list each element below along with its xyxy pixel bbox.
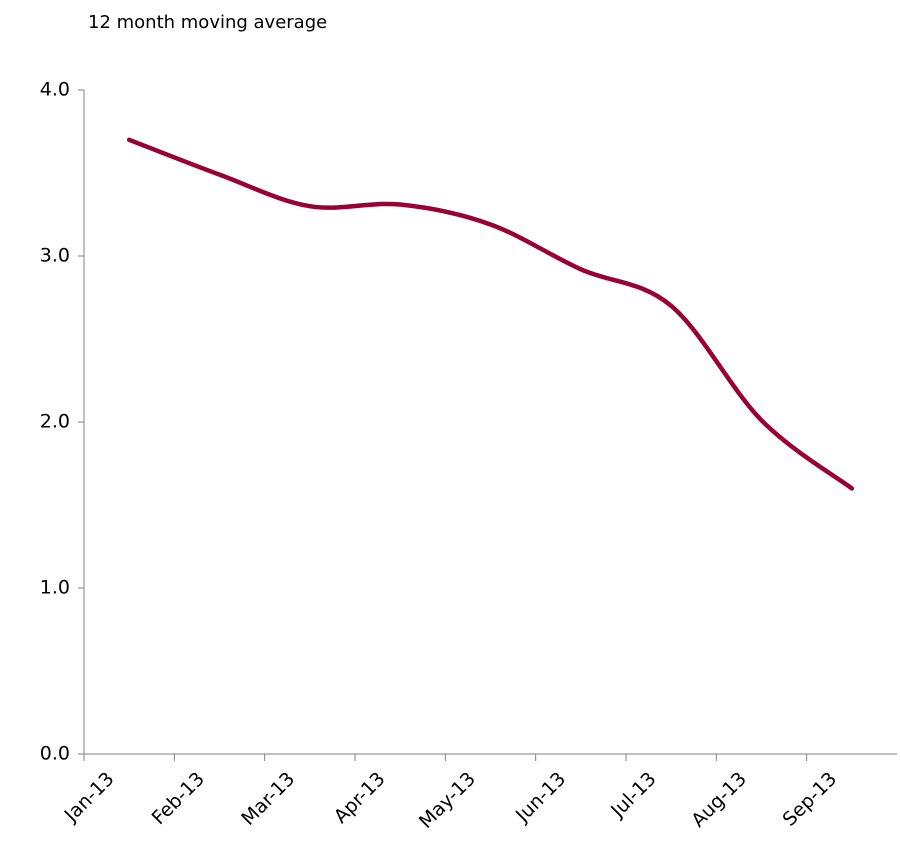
chart-title: 12 month moving average [88,12,327,33]
y-tick-label: 1.0 [40,577,70,599]
y-tick-label: 3.0 [40,245,70,267]
y-tick-label: 2.0 [40,411,70,433]
x-tick-label: Sep-13 [778,768,841,831]
x-tick-label: May-13 [415,768,480,833]
x-tick-label: Feb-13 [148,768,209,829]
x-tick-label: Mar-13 [237,768,299,830]
x-tick-label: Aug-13 [687,768,751,832]
x-tick-label: Apr-13 [330,768,390,828]
y-tick-label: 0.0 [40,743,70,765]
line [126,137,855,491]
x-tick-label: Jun-13 [511,768,570,827]
y-tick-label: 4.0 [40,79,70,101]
x-tick-label: Jul-13 [606,768,660,822]
x-tick-label: Jan-13 [60,768,119,827]
